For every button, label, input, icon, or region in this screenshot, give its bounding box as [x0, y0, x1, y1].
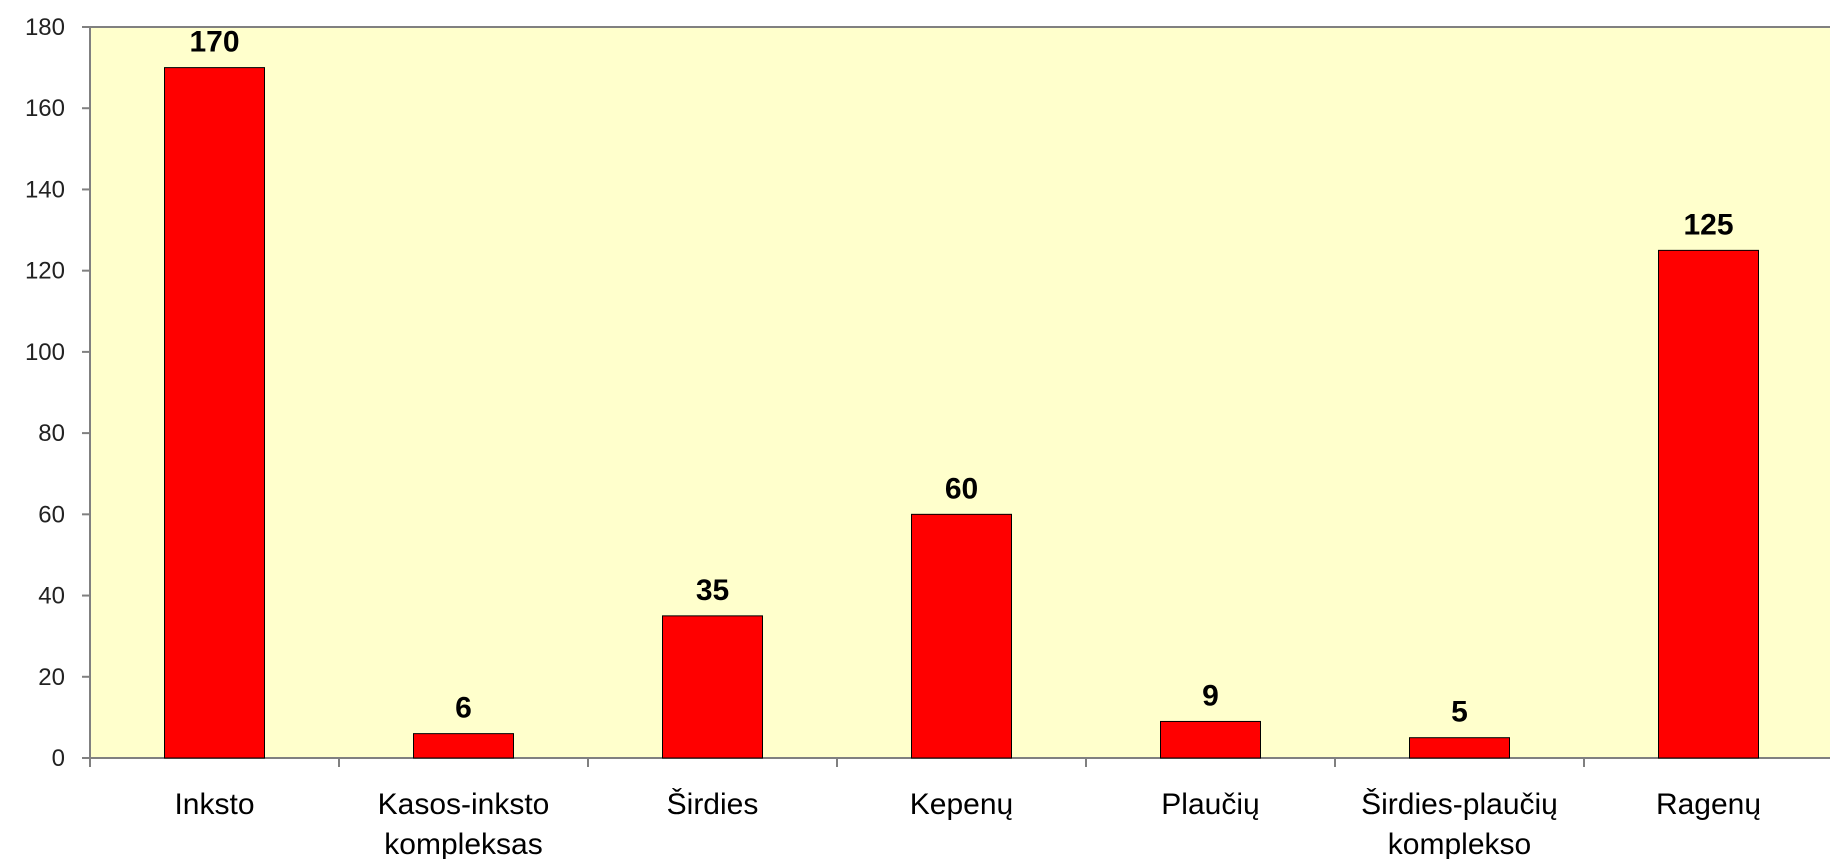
data-labels: 170 6 35 60 9 5 125	[189, 26, 1733, 729]
data-label: 6	[455, 692, 472, 725]
bar	[1160, 720, 1261, 759]
data-label: 170	[189, 26, 239, 59]
category-label: Kepenų	[910, 788, 1013, 821]
y-tick-label: 0	[52, 745, 65, 772]
bar	[164, 67, 265, 759]
y-tick-label: 60	[38, 501, 65, 528]
category-label: Širdies-plaučių	[1361, 787, 1558, 821]
y-tick-label: 140	[25, 176, 65, 203]
bar	[1409, 737, 1510, 759]
data-label: 5	[1451, 696, 1468, 729]
category-label: Ragenų	[1656, 788, 1761, 821]
data-label: 35	[696, 574, 729, 607]
y-tick-label: 120	[25, 258, 65, 285]
bar	[1658, 249, 1759, 759]
y-tick-label: 20	[38, 664, 65, 691]
data-label: 125	[1683, 208, 1733, 241]
category-label: Plaučių	[1161, 788, 1259, 821]
category-label: komplekso	[1388, 828, 1531, 859]
bar-series	[164, 67, 1759, 759]
bar	[911, 513, 1012, 759]
category-label: Širdies	[667, 787, 759, 821]
y-axis: 0 20 40 60 80 100 120 140 160 180	[25, 14, 1830, 772]
y-tick-label: 160	[25, 95, 65, 122]
x-axis	[89, 757, 1830, 767]
bar	[662, 615, 763, 759]
bar	[413, 733, 514, 759]
y-tick-label: 40	[38, 583, 65, 610]
category-labels: Inksto Kasos-inksto kompleksas Širdies Kepen…	[174, 787, 1761, 859]
data-label: 60	[945, 472, 978, 505]
y-tick-label: 80	[38, 420, 65, 447]
category-label: kompleksas	[384, 828, 542, 859]
category-label: Inksto	[174, 788, 254, 821]
category-label: Kasos-inksto	[378, 788, 550, 821]
y-tick-label: 100	[25, 339, 65, 366]
y-tick-label: 180	[25, 14, 65, 41]
data-label: 9	[1202, 679, 1219, 712]
